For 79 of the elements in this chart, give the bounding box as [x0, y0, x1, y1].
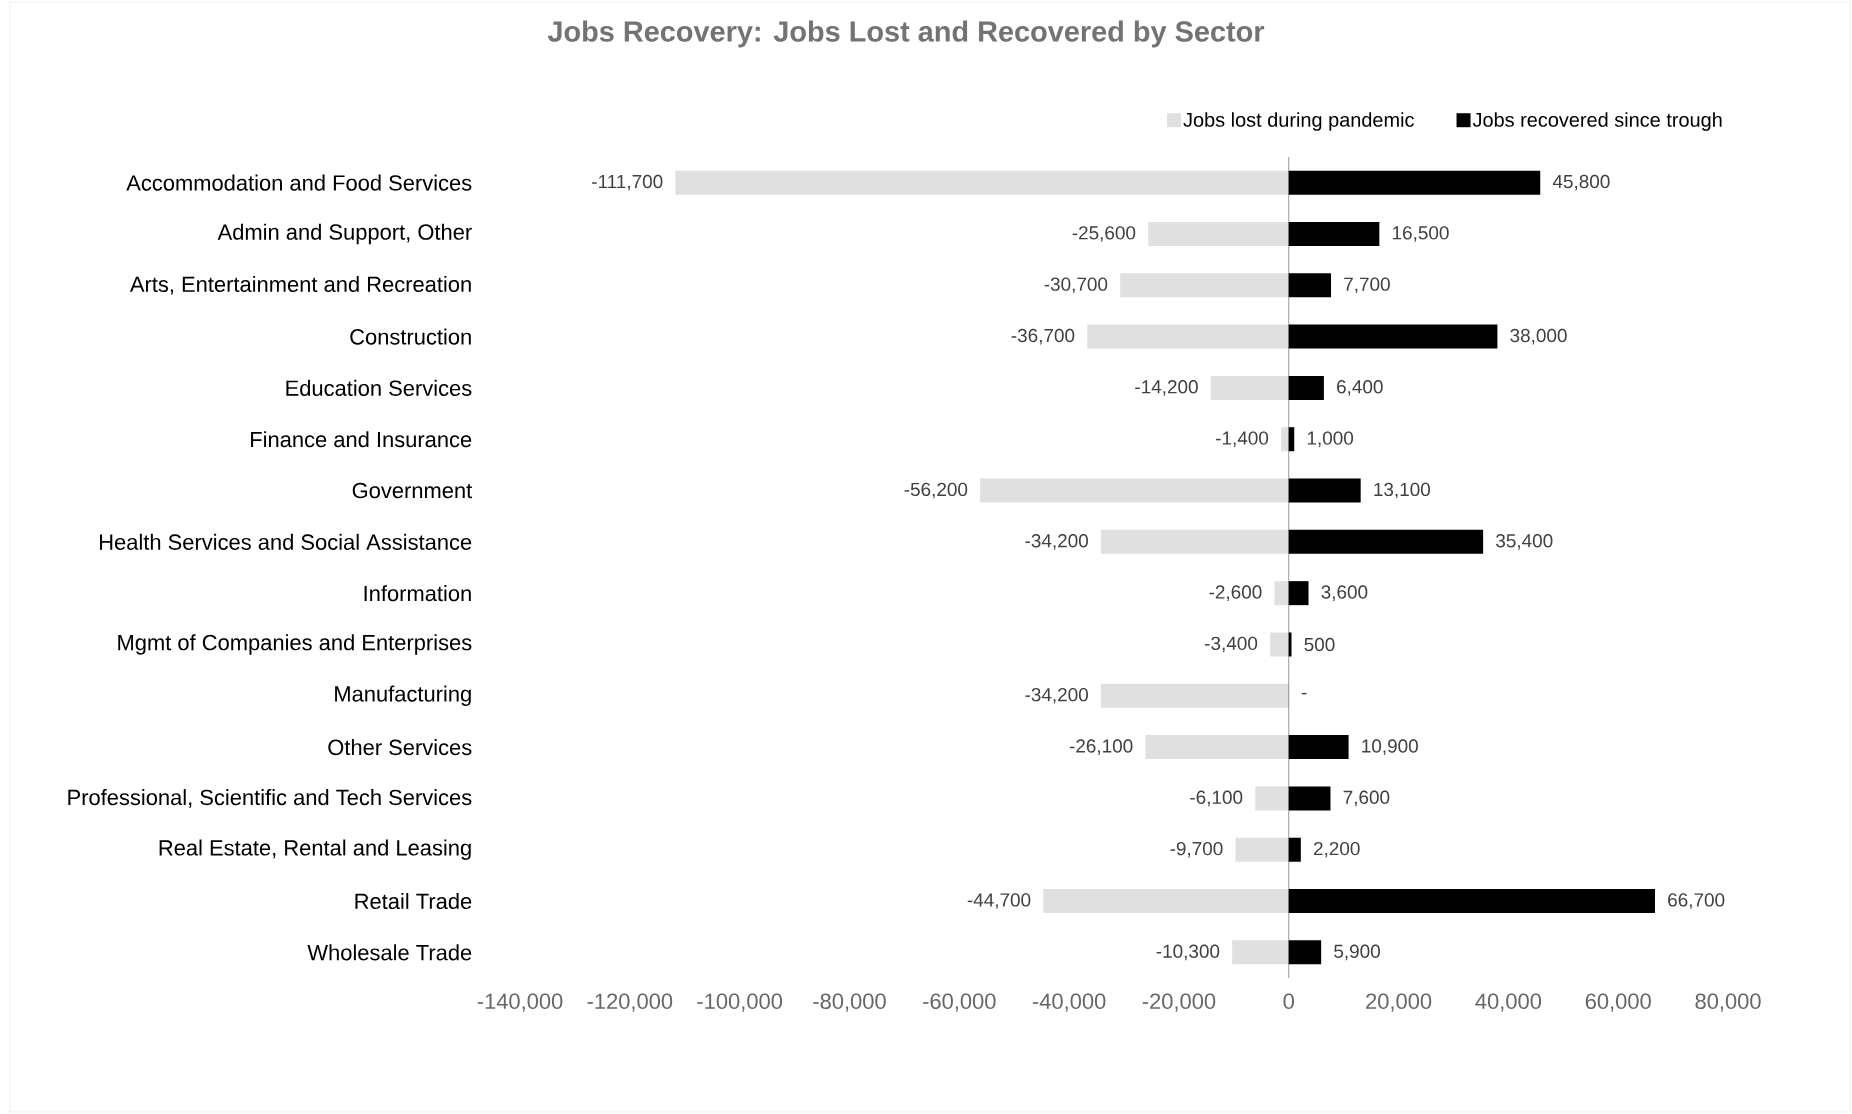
- data-label: -10,300: [1156, 944, 1220, 961]
- x-tick-label: 80,000: [1695, 993, 1761, 1012]
- data-label: 7,700: [1344, 277, 1390, 294]
- legend-label: Jobs lost during pandemic: [1183, 112, 1414, 131]
- bar: [1100, 683, 1289, 708]
- bar: [1120, 273, 1289, 298]
- data-label: 10,900: [1362, 739, 1418, 755]
- x-tick-label: -100,000: [697, 993, 783, 1012]
- y-tick-label: Real Estate, Rental and Leasing: [159, 839, 471, 860]
- y-tick-label: Retail Trade: [355, 892, 472, 910]
- bar: [1100, 529, 1289, 554]
- bar: [1210, 375, 1289, 400]
- x-tick-label: 40,000: [1475, 993, 1542, 1012]
- data-label: 3,600: [1321, 585, 1368, 601]
- data-label: -34,200: [1025, 534, 1088, 550]
- data-label: 2,200: [1313, 841, 1360, 858]
- y-tick-label: Mgmt of Companies and Enterprises: [118, 634, 472, 655]
- y-tick-label: Government: [352, 482, 473, 499]
- data-label: -36,700: [1011, 328, 1075, 345]
- bar: [1145, 735, 1289, 760]
- data-label: 66,700: [1668, 893, 1725, 909]
- data-label: -44,700: [967, 893, 1031, 909]
- bar: [675, 170, 1289, 195]
- data-label: 35,400: [1496, 534, 1553, 550]
- y-tick-label: Arts, Entertainment and Recreation: [129, 275, 471, 295]
- data-label: 5,900: [1334, 944, 1380, 961]
- data-label: 500: [1304, 637, 1335, 652]
- data-label: -25,600: [1072, 226, 1136, 242]
- bar: [1087, 324, 1289, 349]
- data-label: 45,800: [1552, 174, 1610, 191]
- data-label: -6,100: [1190, 790, 1243, 807]
- bar: [980, 478, 1289, 503]
- data-label: 7,600: [1343, 790, 1390, 807]
- y-tick-label: Accommodation and Food Services: [126, 174, 472, 191]
- data-label: -56,200: [904, 482, 968, 499]
- y-tick-label: Admin and Support, Other: [217, 223, 472, 245]
- y-tick-label: Professional, Scientific and Tech Services: [68, 789, 472, 808]
- x-tick-label: -60,000: [923, 993, 996, 1012]
- bar: [1281, 427, 1289, 452]
- data-label: 16,500: [1392, 226, 1449, 242]
- chart-title: Jobs Recovery: Jobs Lost and Recovered by Sector: [547, 20, 1265, 48]
- data-label: -2,600: [1209, 585, 1262, 601]
- bar: [1043, 889, 1289, 914]
- y-tick-label: Education Services: [286, 379, 472, 396]
- data-label: -9,700: [1170, 841, 1223, 858]
- data-label: -14,200: [1135, 380, 1198, 396]
- x-tick-label: -120,000: [587, 993, 673, 1012]
- bar: [1274, 581, 1289, 606]
- y-tick-label: Health Services and Social Assistance: [100, 533, 472, 550]
- data-label: -3,400: [1205, 636, 1258, 653]
- legend-label: Jobs recovered since trough: [1472, 112, 1722, 131]
- x-tick-label: -80,000: [813, 993, 886, 1012]
- x-tick-label: -140,000: [477, 993, 563, 1012]
- bar: [1235, 837, 1289, 862]
- y-tick-label: Construction: [350, 328, 471, 345]
- data-label: -30,700: [1044, 277, 1108, 294]
- y-tick-label: Information: [364, 585, 471, 602]
- data-label: -: [1301, 692, 1307, 695]
- x-tick-label: 0: [1283, 993, 1294, 1010]
- y-tick-label: Manufacturing: [335, 685, 471, 706]
- y-tick-label: Finance and Insurance: [251, 431, 472, 448]
- x-tick-label: -20,000: [1142, 993, 1216, 1012]
- data-label: 1,000: [1307, 431, 1354, 448]
- data-label: -34,200: [1025, 687, 1088, 704]
- data-label: -1,400: [1216, 431, 1269, 448]
- bar: [1255, 786, 1289, 811]
- data-label: 6,400: [1337, 380, 1383, 396]
- data-label: -111,700: [592, 174, 663, 191]
- y-tick-label: Wholesale Trade: [307, 944, 472, 961]
- x-tick-label: 20,000: [1366, 993, 1432, 1012]
- y-tick-label: Other Services: [328, 739, 472, 756]
- bar: [1270, 632, 1289, 657]
- bar: [1148, 221, 1289, 246]
- data-label: -26,100: [1069, 739, 1133, 755]
- bar: [1232, 940, 1289, 965]
- data-label: 38,000: [1510, 328, 1567, 345]
- x-tick-label: 60,000: [1585, 993, 1651, 1012]
- x-tick-label: -40,000: [1032, 993, 1106, 1012]
- data-label: 13,100: [1374, 482, 1431, 499]
